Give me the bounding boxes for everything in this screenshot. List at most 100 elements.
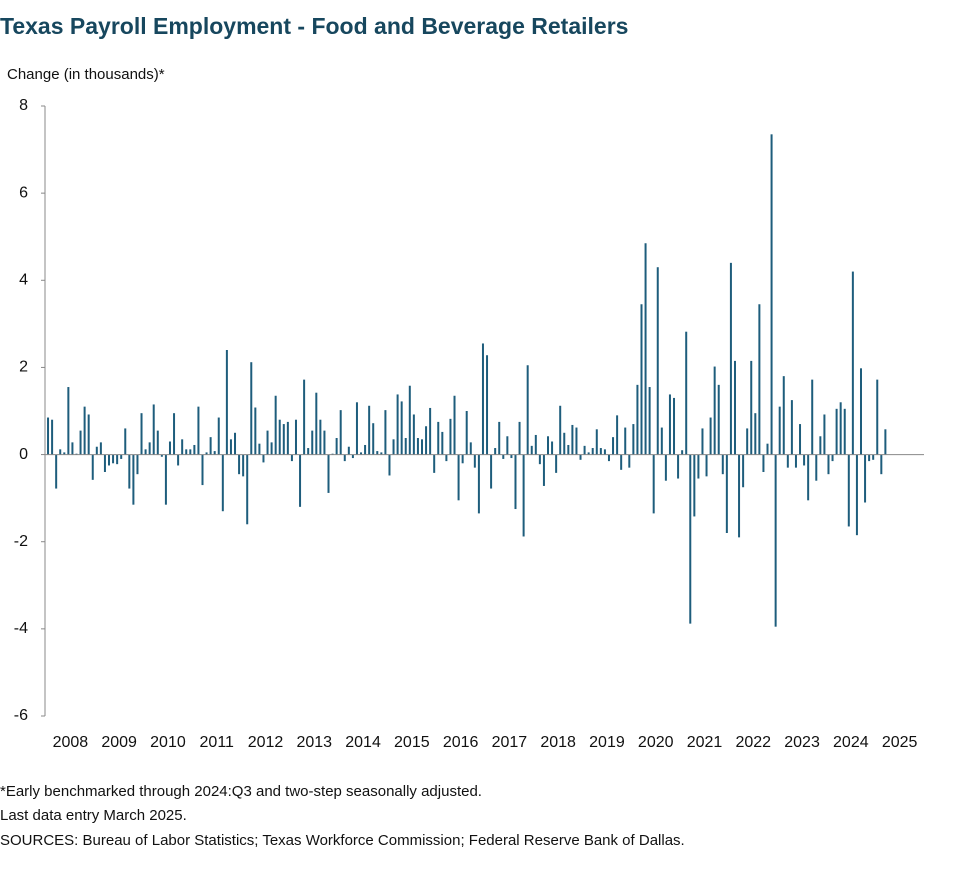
bar <box>173 413 176 455</box>
bar <box>847 454 850 527</box>
bar <box>742 454 745 488</box>
bar <box>713 366 716 455</box>
bar <box>778 406 781 455</box>
bar <box>347 446 350 455</box>
bar <box>355 402 358 455</box>
bar <box>152 404 155 455</box>
bar <box>294 419 297 455</box>
bar <box>799 424 802 455</box>
x-tick-label: 2019 <box>589 734 625 751</box>
bar <box>116 454 119 465</box>
bar <box>360 452 363 455</box>
bar <box>673 397 676 455</box>
bar <box>782 376 785 455</box>
bar <box>99 442 102 455</box>
bar <box>384 410 387 455</box>
x-tick-label: 2008 <box>53 734 89 751</box>
bar <box>396 394 399 455</box>
bar <box>693 454 696 517</box>
bar <box>120 454 123 459</box>
bar <box>640 304 643 455</box>
bar <box>87 414 90 455</box>
bar <box>47 417 50 455</box>
bar <box>534 434 537 455</box>
bar <box>729 262 732 455</box>
bar <box>103 454 106 472</box>
bar <box>388 454 391 476</box>
bar <box>148 442 151 455</box>
bar <box>83 406 86 455</box>
bar <box>400 401 403 455</box>
bar <box>815 454 818 481</box>
bar <box>725 454 728 533</box>
bar <box>408 385 411 455</box>
bar <box>587 452 590 455</box>
bar <box>234 432 237 455</box>
bar <box>327 454 330 493</box>
x-tick-label: 2011 <box>200 734 235 751</box>
bar <box>677 454 680 479</box>
bar <box>583 445 586 455</box>
bar <box>567 444 570 455</box>
bar <box>803 454 806 466</box>
bar <box>59 449 62 455</box>
bar <box>95 446 98 455</box>
bar <box>746 428 749 455</box>
footnote: *Early benchmarked through 2024:Q3 and t… <box>0 783 482 800</box>
bar <box>91 454 94 480</box>
x-tick-label: 2018 <box>540 734 576 751</box>
bar <box>246 454 249 525</box>
bar <box>701 428 704 455</box>
bar <box>880 454 883 475</box>
y-tick-label: -2 <box>14 533 28 550</box>
y-axis-label: Change (in thousands)* <box>7 66 165 83</box>
bar <box>490 454 493 489</box>
bar <box>599 448 602 455</box>
bar <box>262 454 265 463</box>
bar <box>770 134 773 455</box>
bar <box>823 414 826 455</box>
bar <box>652 454 655 514</box>
bar <box>217 417 220 455</box>
bar <box>758 304 761 455</box>
bar <box>213 451 216 455</box>
bar <box>774 454 777 627</box>
bar <box>266 430 269 455</box>
bar <box>112 454 115 464</box>
bar <box>177 454 180 466</box>
bar <box>498 421 501 455</box>
bar <box>473 454 476 468</box>
y-tick-label: 6 <box>19 184 28 201</box>
bar <box>441 431 444 455</box>
bar <box>457 454 460 501</box>
bar <box>839 402 842 455</box>
bar <box>859 368 862 455</box>
bar <box>339 410 342 455</box>
bar <box>449 418 452 455</box>
bar <box>299 454 302 507</box>
bar <box>55 454 58 489</box>
bar <box>392 439 395 455</box>
y-tick-label: -6 <box>14 707 28 724</box>
bar <box>648 387 651 455</box>
bar <box>185 449 188 455</box>
bar <box>612 437 615 455</box>
bar <box>738 454 741 538</box>
bar <box>786 454 789 468</box>
x-tick-label: 2015 <box>394 734 430 751</box>
bar <box>164 454 167 505</box>
bar <box>156 430 159 455</box>
bar <box>311 430 314 455</box>
bar <box>437 421 440 455</box>
bar <box>697 454 700 479</box>
bar <box>132 454 135 505</box>
bar <box>644 243 647 455</box>
bar <box>67 387 70 455</box>
bar <box>238 454 241 475</box>
bar <box>189 449 192 455</box>
bar <box>685 331 688 455</box>
bar <box>790 400 793 455</box>
bar <box>376 451 379 455</box>
bar <box>364 444 367 455</box>
